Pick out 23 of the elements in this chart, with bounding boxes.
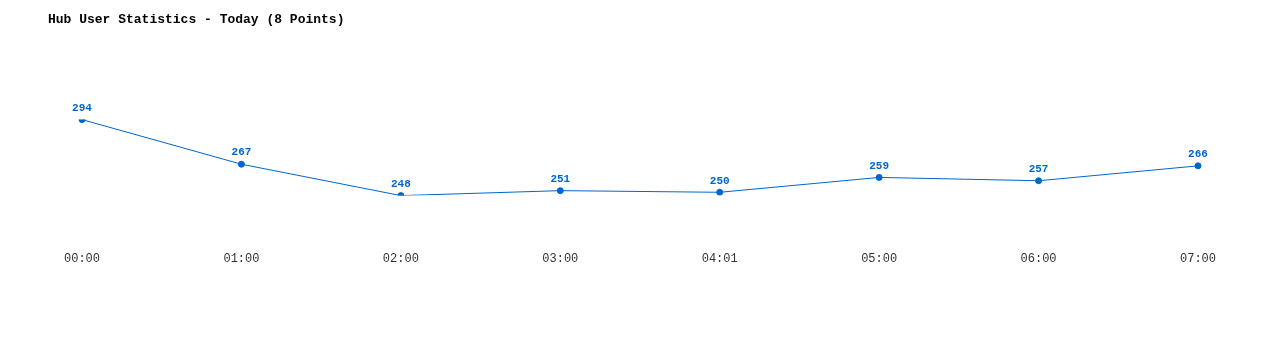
- chart-title: Hub User Statistics - Today (8 Points): [48, 12, 345, 28]
- point: [1035, 177, 1043, 185]
- x-tick-label: 07:00: [1179, 251, 1216, 266]
- data-label: 251: [550, 172, 571, 185]
- data-label: 259: [869, 159, 890, 172]
- x-tick-label: 06:00: [1020, 251, 1057, 266]
- x-tick-label: 04:01: [701, 251, 738, 266]
- x-tick-label: 01:00: [223, 251, 260, 266]
- data-label: 266: [1188, 148, 1208, 161]
- data-label: 294: [72, 101, 93, 114]
- x-tick-label: 02:00: [382, 251, 419, 266]
- point: [1194, 162, 1202, 170]
- data-label: 248: [390, 177, 412, 190]
- data-label: 250: [709, 174, 730, 187]
- point: [875, 173, 883, 181]
- x-tick-label: 00:00: [64, 251, 101, 266]
- point: [716, 188, 724, 196]
- point: [237, 160, 245, 168]
- data-label: 267: [231, 146, 252, 159]
- x-tick-label: 05:00: [861, 251, 898, 266]
- data-label: 257: [1028, 163, 1049, 175]
- x-tick-label: 03:00: [542, 251, 579, 266]
- point: [556, 187, 564, 195]
